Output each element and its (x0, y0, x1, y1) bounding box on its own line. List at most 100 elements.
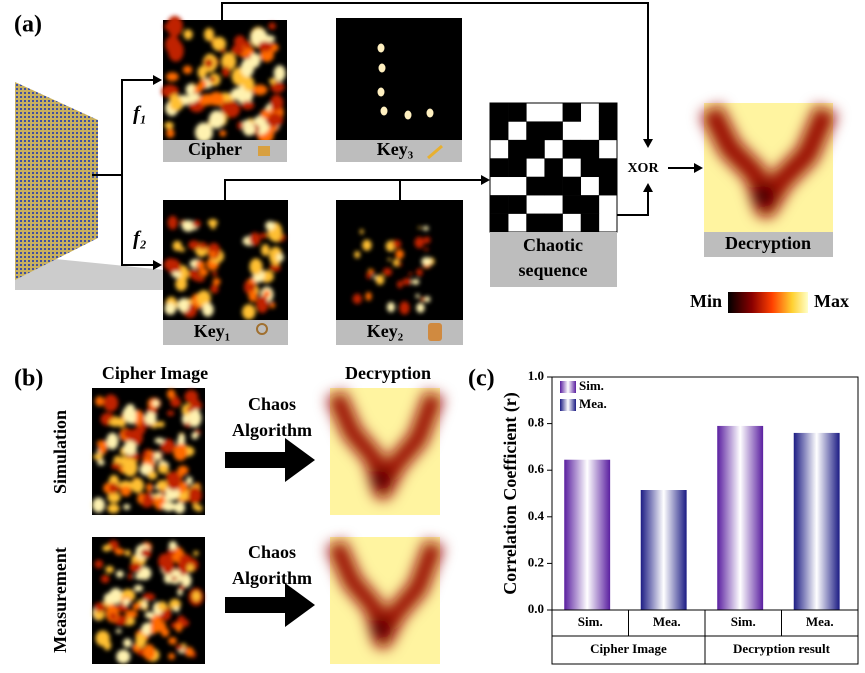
speckle (178, 433, 186, 443)
speckle (269, 263, 281, 272)
arrowheads (153, 75, 703, 270)
speckle (94, 602, 106, 613)
speckle (171, 576, 178, 581)
chaotic-cell (562, 139, 582, 159)
speckle (198, 79, 207, 90)
speckle (150, 619, 161, 633)
chaotic-cell (544, 213, 563, 233)
speckle (221, 52, 237, 71)
chaotic-cell (562, 103, 582, 122)
speckle (160, 628, 170, 637)
speckle (166, 128, 175, 138)
v-core (753, 185, 774, 207)
speckle (273, 65, 286, 82)
legend-label: Mea. (579, 396, 607, 411)
speckle (175, 277, 188, 291)
speckle (234, 35, 246, 48)
speckle (416, 302, 425, 313)
speckle (164, 121, 174, 130)
speckle (167, 215, 178, 230)
speckle (181, 573, 192, 588)
speckle (201, 302, 214, 317)
speckle (177, 298, 190, 313)
speckle (259, 232, 268, 239)
speckle (362, 239, 372, 251)
speckle (212, 277, 221, 286)
speckle (263, 290, 271, 298)
speckle (174, 501, 186, 514)
chaotic-cell (544, 158, 563, 178)
speckle (175, 644, 184, 651)
chaotic-cell (508, 195, 527, 214)
speckle (268, 22, 276, 30)
speckle (95, 396, 105, 407)
speckle (157, 463, 169, 474)
speckle (95, 630, 110, 647)
speckle (423, 236, 431, 244)
speckle (195, 260, 205, 270)
speckle (173, 444, 188, 461)
speckle (416, 268, 423, 277)
speckle (208, 76, 217, 82)
speckle (97, 459, 105, 466)
speckle (422, 226, 429, 231)
key3-image (336, 18, 462, 140)
speckle (157, 421, 165, 428)
speckle (219, 130, 227, 137)
speckle (177, 615, 185, 621)
legend-label: Sim. (579, 378, 604, 393)
speckle (268, 78, 277, 84)
speckle (168, 652, 176, 660)
bar (717, 425, 764, 610)
speckle (382, 267, 393, 277)
speckle (395, 249, 404, 260)
speckle (420, 297, 425, 302)
speckle (188, 409, 202, 428)
speckle (96, 440, 108, 447)
arrow (225, 438, 315, 482)
speckle (194, 122, 213, 143)
speckle (186, 476, 193, 485)
speckle (423, 247, 429, 251)
speckle (185, 83, 195, 96)
v-shape (326, 539, 444, 649)
x-sub-label: Mea. (806, 614, 834, 629)
speckle (165, 72, 179, 82)
speckle (231, 45, 245, 56)
chaotic-cell (508, 103, 527, 122)
chaotic-cell (562, 195, 582, 214)
x-sub-label: Sim. (578, 614, 603, 629)
speckle (125, 610, 138, 619)
speckle (212, 36, 227, 52)
chaotic-cell (598, 158, 618, 178)
x-sub-label: Sim. (731, 614, 756, 629)
speckle (135, 633, 147, 648)
speckle (144, 611, 155, 619)
speckle-blobs (161, 15, 286, 144)
speckle (181, 414, 189, 424)
speckle (106, 432, 119, 450)
speckle (107, 503, 120, 514)
chaotic-cell (580, 195, 600, 214)
speckle (188, 240, 200, 250)
speckle (408, 272, 413, 276)
x-sub-label: Mea. (653, 614, 681, 629)
speckle (195, 276, 205, 282)
speckle (146, 483, 153, 493)
chaotic-cell (598, 176, 618, 196)
speckle (164, 302, 177, 315)
speckle (132, 602, 141, 611)
chaotic-cell (526, 213, 545, 233)
panel-label: (c) (468, 366, 495, 392)
key-icon (427, 144, 443, 160)
chaotic-cell (580, 158, 600, 178)
speckle (354, 250, 361, 259)
speckle (166, 471, 182, 491)
speckle-blobs (352, 226, 435, 315)
chaotic-cell (490, 103, 509, 122)
chaotic-cell (526, 121, 545, 141)
chaotic-cell (598, 121, 618, 141)
speckle (187, 563, 194, 573)
speckle (100, 574, 110, 584)
